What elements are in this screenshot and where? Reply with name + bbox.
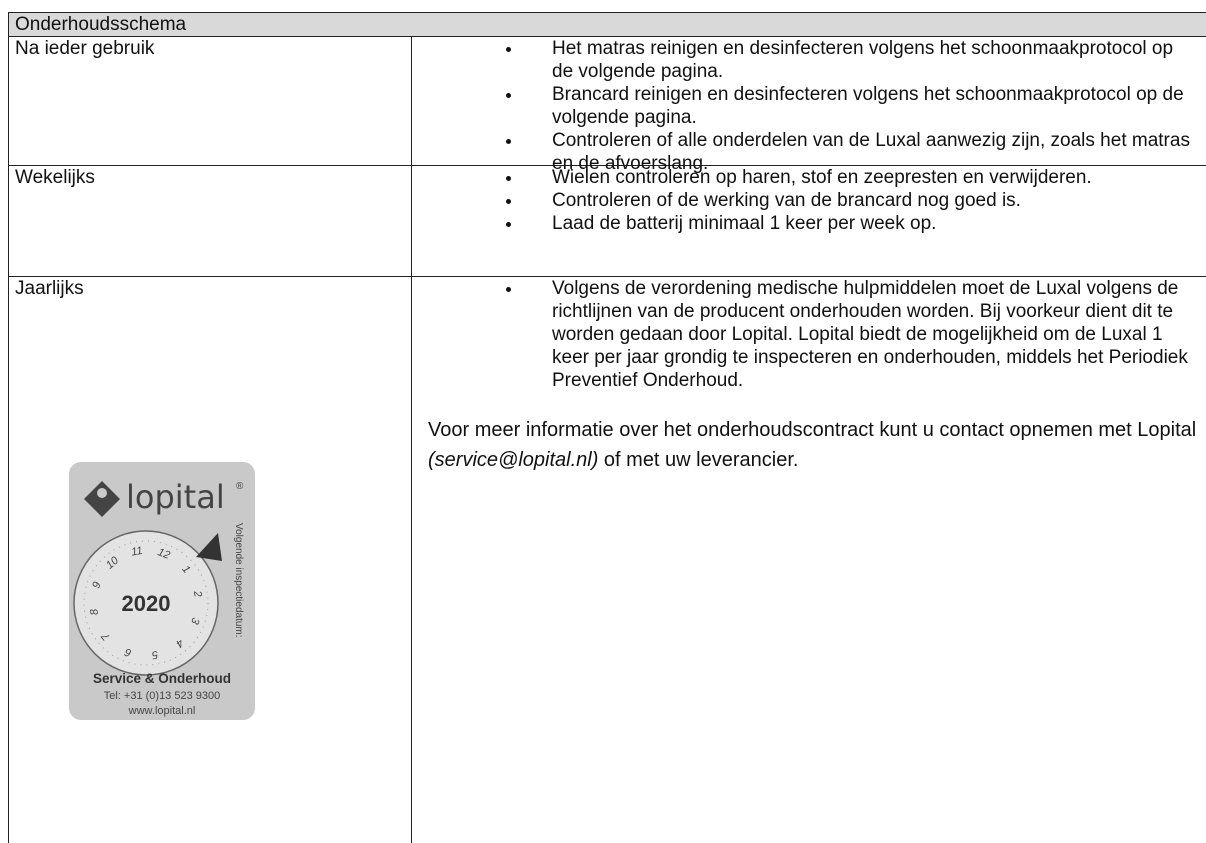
web: www.lopital.nl: [128, 705, 196, 717]
bullet-item: Laad de batterij minimaal 1 keer per wee…: [523, 212, 1199, 235]
dial-number: 2: [191, 589, 204, 598]
bullet-item: Het matras reinigen en desinfecteren vol…: [523, 37, 1199, 83]
row-label: Na ieder gebruik: [9, 37, 412, 165]
row-label: Wekelijks: [9, 166, 412, 276]
dial-number: 12: [156, 546, 172, 561]
bullet-list: Het matras reinigen en desinfecteren vol…: [412, 37, 1199, 175]
dial-pointer: [196, 533, 222, 561]
row-label-text: Jaarlijks: [15, 278, 84, 299]
table-row: Wekelijks Wielen controleren op haren, st…: [9, 166, 1206, 277]
dial-number: 6: [122, 645, 133, 659]
dial-number: 3: [188, 616, 202, 627]
table-row: Na ieder gebruik Het matras reinigen en d…: [9, 37, 1206, 174]
table-title: Onderhoudsschema: [9, 12, 1206, 37]
bullet-item: Volgens de verordening medische hulpmidd…: [523, 277, 1199, 392]
bullet-item: Wielen controleren op haren, stof en zee…: [523, 166, 1199, 189]
dial-number: 8: [88, 607, 101, 616]
dial-number: 11: [130, 545, 143, 559]
dial: [73, 530, 219, 676]
bullet-list: Volgens de verordening medische hulpmidd…: [412, 277, 1199, 392]
side-text: Volgende inspectiedatum:: [233, 523, 244, 638]
logo-icon: [84, 481, 120, 517]
note-text: (service@lopital.nl): [428, 449, 599, 471]
brand: lopital: [126, 478, 225, 516]
dial-number: 5: [150, 648, 159, 661]
row-content: Wielen controleren op haren, stof en zee…: [412, 166, 1206, 276]
table-row: Jaarlijks lopital ® 1 2 3 4 5 6 7 8 9 10 11 12 2020 Volg…: [9, 277, 1206, 843]
note-text: of met uw leverancier.: [598, 449, 799, 471]
registered: ®: [236, 481, 244, 492]
row-content: Volgens de verordening medische hulpmidd…: [412, 277, 1206, 843]
logo-icon-dot: [97, 488, 107, 498]
tel: Tel: +31 (0)13 523 9300: [104, 690, 221, 702]
dial-inner: [83, 540, 209, 666]
service: Service & Onderhoud: [93, 671, 231, 686]
note: Voor meer informatie over het onderhouds…: [428, 415, 1199, 475]
bullet-item: Controleren of alle onderdelen van de Lu…: [523, 129, 1199, 175]
row-label-text: Na ieder gebruik: [15, 38, 155, 59]
table-body: Na ieder gebruik Het matras reinigen en d…: [9, 37, 1206, 843]
row-content: Het matras reinigen en desinfecteren vol…: [412, 37, 1206, 174]
row-label: Jaarlijks lopital ® 1 2 3 4 5 6 7 8 9 10 11 12 2020 Volg…: [9, 277, 412, 843]
bullet-list: Wielen controleren op haren, stof en zee…: [412, 166, 1199, 235]
year: 2020: [122, 591, 171, 616]
note-text: Voor meer informatie over het onderhouds…: [428, 419, 1197, 441]
row-label-text: Wekelijks: [15, 167, 95, 188]
dial-number: 9: [90, 580, 103, 590]
bullet-item: Controleren of de werking van de brancar…: [523, 189, 1199, 212]
bullet-item: Brancard reinigen en desinfecteren volge…: [523, 83, 1199, 129]
maintenance-table: Onderhoudsschema Na ieder gebruik Het mat…: [8, 12, 1206, 843]
